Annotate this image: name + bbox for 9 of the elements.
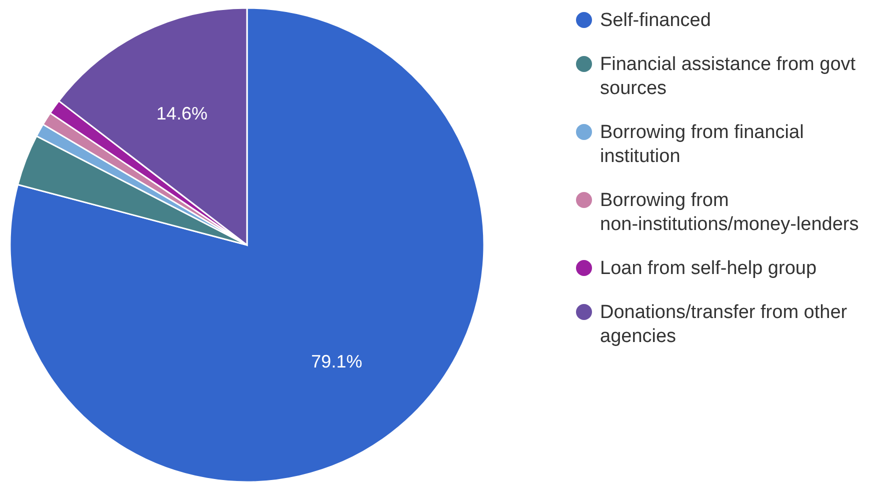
legend-label: Borrowing from non-institutions/money-lenders xyxy=(600,190,859,234)
data-label: 14.6% xyxy=(156,103,208,124)
legend-label: Donations/transfer from other agencies xyxy=(600,302,848,346)
legend-label: Self-financed xyxy=(600,10,711,30)
data-label: 79.1% xyxy=(311,351,362,372)
legend-label: Financial assistance from govt sources xyxy=(600,54,856,98)
pie-slice xyxy=(9,7,485,482)
legend-label: Borrowing from financial institution xyxy=(600,122,804,166)
legend-label: Loan from self-help group xyxy=(600,258,817,278)
